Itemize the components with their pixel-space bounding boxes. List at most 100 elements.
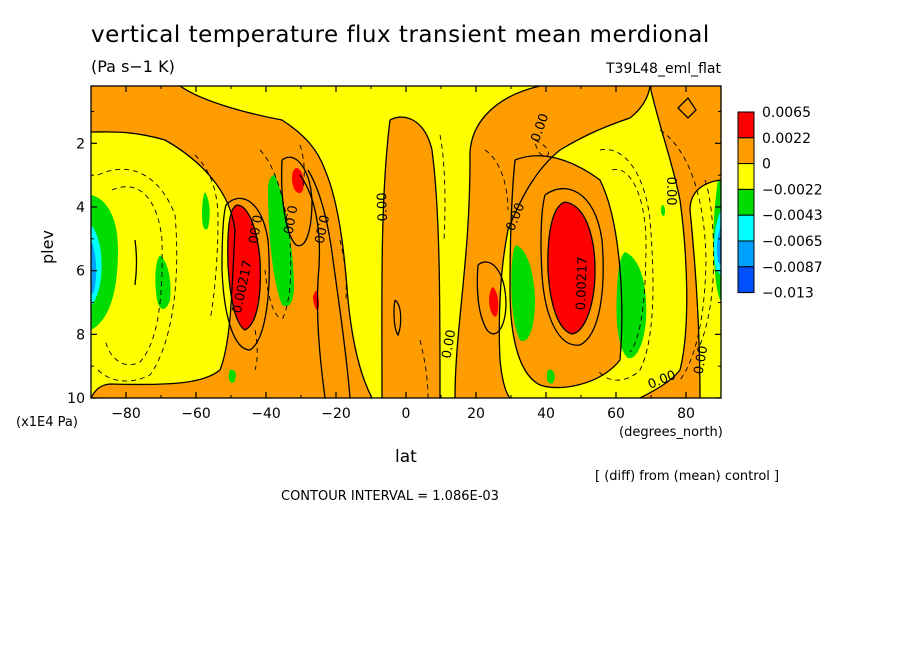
- contour-solid-9: [689, 179, 721, 398]
- contour-solid-18: [677, 96, 697, 119]
- x-tick-label-7: 40: [537, 406, 555, 422]
- region-negative-9: [228, 369, 236, 383]
- legend-label-2: 0.0022: [762, 131, 811, 147]
- chart-title: vertical temperature flux transient mean…: [91, 22, 710, 48]
- region-negative-11: [660, 205, 666, 216]
- region-negative-pole-sh-core: [91, 240, 97, 295]
- run-label: T39L48_eml_flat: [605, 61, 721, 77]
- contour-solid-13: [540, 187, 604, 346]
- contour-dashed-6: [439, 134, 446, 241]
- contour-solid-8: [639, 86, 688, 398]
- contour-solid-2: [91, 131, 236, 398]
- contour-dashed-2: [104, 186, 163, 366]
- contour-label-10: 0.00: [663, 177, 678, 206]
- contour-dashed-9: [597, 149, 654, 381]
- legend-label-3: 0: [762, 157, 771, 173]
- y-tick-label-4: 8: [76, 327, 85, 343]
- contour-label-2: 0.00217: [574, 256, 591, 310]
- y-tick-label-1: 2: [76, 136, 85, 152]
- legend-label-4: −0.0022: [762, 182, 823, 198]
- contour-dashed-15: [254, 329, 258, 371]
- x-tick-label-5: 0: [402, 406, 411, 422]
- legend-swatch-3: [737, 163, 755, 190]
- contour-solid-14: [227, 204, 262, 331]
- region-positive-7: [678, 98, 696, 118]
- legend-swatch-2: [737, 137, 755, 165]
- region-negative-2: [268, 175, 295, 307]
- legend-label-7: −0.0087: [762, 260, 823, 276]
- contour-dashed-8: [484, 149, 509, 211]
- contour-label-7: 0.00: [440, 329, 460, 360]
- contour-solid-1: [179, 86, 373, 398]
- region-positive-3: [381, 117, 440, 398]
- x-tick-label-6: 20: [467, 406, 485, 422]
- legend-swatch-4: [737, 188, 755, 216]
- legend-swatch-7: [737, 266, 755, 294]
- x-tick-label-4: −20: [321, 406, 351, 422]
- contour-solid-3: [389, 116, 441, 398]
- contour-dashed-4: [259, 149, 292, 319]
- legend-swatch-5: [737, 214, 755, 242]
- x-tick-label-9: 80: [677, 406, 695, 422]
- contour-label-4: 0.00: [279, 204, 299, 235]
- footnote: [ (diff) from (mean) control ]: [595, 469, 780, 484]
- units-label: (Pa s−1 K): [91, 57, 175, 76]
- y-tick-label-5: 10: [67, 391, 85, 407]
- region-negative-3: [155, 255, 171, 309]
- contour-solid-7: [509, 155, 623, 389]
- x-tick-label-3: −40: [251, 406, 281, 422]
- contour-solid-5: [454, 86, 541, 398]
- contour-dashed-3: [194, 154, 219, 321]
- region-positive-4: [455, 86, 650, 398]
- legend-swatch-6: [737, 240, 755, 268]
- x-tick-label-1: −80: [111, 406, 141, 422]
- contour-interval: CONTOUR INTERVAL = 1.086E-03: [281, 489, 499, 504]
- contour-dashed-7: [419, 339, 429, 398]
- contour-solid-19: [393, 299, 402, 337]
- y-tick-label-2: 4: [76, 200, 85, 216]
- contour-dashed-5: [299, 144, 305, 191]
- region-negative-4: [202, 192, 210, 230]
- legend-label-8: −0.013: [762, 286, 814, 302]
- contour-solid-15: [547, 201, 596, 335]
- x-tick-label-2: −60: [181, 406, 211, 422]
- contour-dashed-12: [699, 179, 715, 346]
- region-positive-2: [300, 170, 350, 398]
- contour-solid-12: [221, 197, 270, 351]
- region-maximum-1: [227, 205, 261, 330]
- legend-label-6: −0.0065: [762, 234, 823, 250]
- region-negative-10: [546, 369, 555, 384]
- region-negative-6: [616, 252, 647, 359]
- contour-label-3: 0.00: [244, 213, 264, 244]
- contour-label-5: 0.00: [310, 213, 331, 244]
- contour-dashed-1: [97, 168, 178, 382]
- region-negative-5: [511, 245, 535, 341]
- y-tick-label-3: 6: [76, 264, 85, 280]
- x-axis-unit: (degrees_north): [619, 425, 723, 440]
- contour-dashed-11: [659, 129, 707, 381]
- contour-dashed-13: [534, 139, 549, 157]
- region-maximum-3: [292, 168, 304, 194]
- region-positive-6: [640, 86, 721, 398]
- x-axis-label: lat: [395, 447, 417, 467]
- contour-solid-16: [280, 156, 313, 247]
- region-negative-1: [91, 195, 118, 330]
- region-negative-pole-nh-core: [717, 225, 721, 265]
- contour-dashed-14: [339, 239, 347, 301]
- legend-label-1: 0.0065: [762, 105, 811, 121]
- contour-solid-4: [381, 119, 391, 398]
- y-axis-unit: (x1E4 Pa): [16, 415, 78, 430]
- x-tick-label-8: 60: [607, 406, 625, 422]
- contour-solid-6: [498, 86, 651, 398]
- contour-label-6: 0.00: [375, 192, 391, 221]
- region-maximum-2: [547, 202, 595, 334]
- legend-label-5: −0.0043: [762, 208, 823, 224]
- region-maximum-4: [489, 287, 499, 317]
- contour-solid-11: [307, 169, 351, 398]
- contour-solid-20: [134, 239, 138, 286]
- contour-solid-17: [476, 261, 507, 335]
- legend-swatch-1: [737, 111, 755, 139]
- contour-label-12: 0.00: [692, 344, 712, 375]
